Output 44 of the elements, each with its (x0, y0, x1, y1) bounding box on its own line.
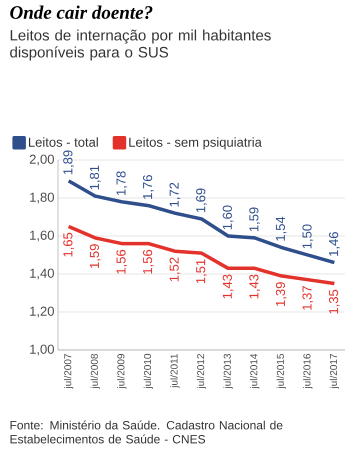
chart-title: Onde cair doente? (10, 6, 152, 19)
y-tick-label: 2,00 (30, 154, 54, 166)
data-label: 1,59 (90, 244, 101, 268)
data-label: 1,52 (170, 258, 180, 282)
chart-subtitle: Leitos de internação por mil habitantes disponíveis para o SUS (10, 30, 271, 61)
x-tick-label: jul/2017 (330, 354, 340, 389)
y-tick-label: 1,20 (30, 306, 54, 318)
x-tick-label: jul/2014 (250, 354, 260, 389)
legend-label: Leitos - total (28, 137, 98, 147)
data-label: 1,72 (170, 182, 180, 206)
legend-label: Leitos - sem psiquiatria (129, 137, 262, 150)
data-label: 1,35 (328, 290, 340, 314)
data-label: 1,69 (196, 188, 207, 212)
data-label: 1,43 (222, 274, 234, 298)
x-tick-label: jul/2008 (90, 354, 100, 389)
data-label: 1,50 (302, 224, 314, 248)
x-tick-label: jul/2009 (117, 354, 126, 389)
y-tick-label: 1,60 (30, 230, 54, 242)
data-label: 1,78 (116, 171, 128, 196)
data-label: 1,89 (63, 150, 74, 174)
data-label: 1,56 (142, 250, 154, 274)
data-label: 1,51 (196, 259, 207, 284)
data-label: 1,65 (63, 232, 74, 257)
x-tick-label: jul/2010 (144, 354, 154, 389)
y-tick-label: 1,00 (30, 344, 54, 356)
data-label: 1,59 (249, 207, 260, 232)
x-tick-label: jul/2011 (170, 354, 180, 388)
x-tick-label: jul/2016 (303, 354, 312, 389)
data-label: 1,46 (328, 232, 340, 256)
x-tick-label: jul/2007 (64, 354, 74, 389)
data-label: 1,37 (302, 286, 314, 310)
y-tick-label: 1,40 (30, 268, 54, 280)
source-note: Fonte: Ministério da Saúde. Cadastro Nacional de Estabelecimentos de Saúde - CNES (10, 420, 282, 444)
data-label: 1,54 (276, 216, 287, 241)
data-label: 1,39 (276, 282, 287, 306)
data-label: 1,76 (142, 175, 154, 199)
x-tick-label: jul/2013 (223, 354, 233, 389)
data-label: 1,60 (222, 205, 234, 230)
data-label: 1,56 (116, 250, 128, 274)
data-label: 1,81 (90, 166, 101, 190)
y-tick-label: 1,80 (30, 192, 54, 204)
data-label: 1,43 (249, 274, 260, 298)
x-tick-label: jul/2012 (196, 354, 206, 389)
x-tick-label: jul/2015 (276, 354, 286, 389)
